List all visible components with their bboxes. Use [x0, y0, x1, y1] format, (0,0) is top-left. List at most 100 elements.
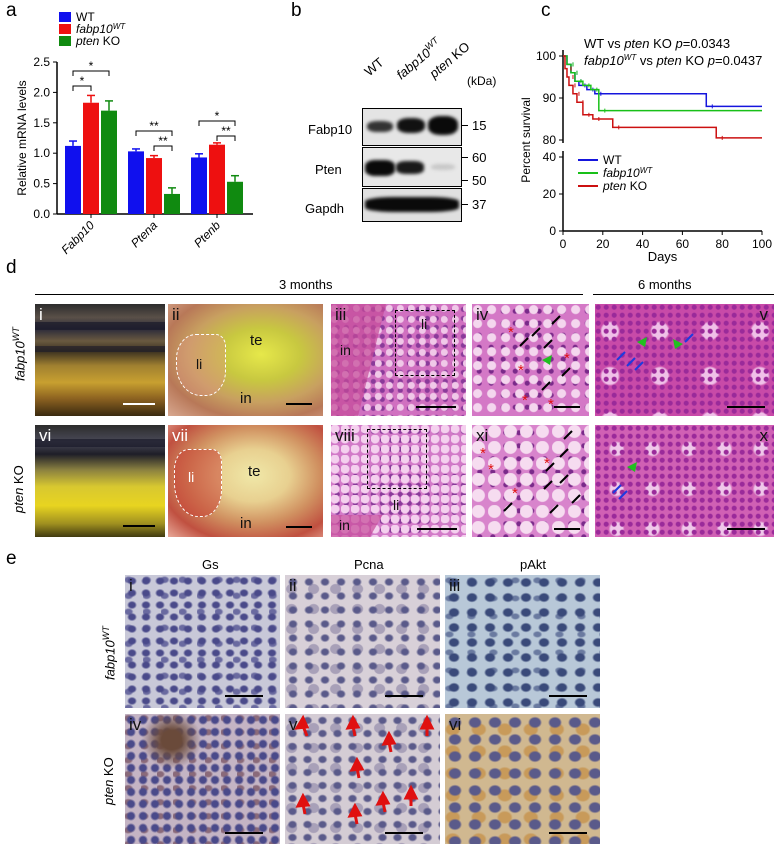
photo-fabp10-dissection: ii li te in — [168, 304, 323, 416]
y-tick-label: 0.0 — [33, 207, 50, 221]
bar — [101, 110, 117, 214]
scale-bar — [554, 406, 580, 408]
scale-bar — [416, 406, 456, 408]
scale-bar — [727, 528, 765, 530]
y-tick-label: 80 — [543, 133, 557, 147]
x-tick-label: 60 — [676, 237, 690, 251]
histology-fabp10-3m-high: iv * * * * * — [472, 304, 589, 416]
x-tick-label: 100 — [752, 237, 772, 251]
x-tick-label: 20 — [596, 237, 610, 251]
blot-strip-fabp10 — [362, 108, 462, 146]
scale-bar — [123, 525, 155, 527]
photo-pten-dissection: vii li te in — [168, 425, 323, 537]
label-6-months: 6 months — [638, 277, 692, 292]
scale-bar — [385, 695, 423, 697]
significance-mark: * — [215, 109, 220, 123]
ihc-gs-pten: iv — [125, 714, 280, 844]
histology-pten-6m: x — [595, 425, 774, 537]
row-label-fabp10-d: fabp10WT — [11, 327, 28, 381]
survival-line — [563, 55, 762, 112]
band-fabp10-fabp10 — [397, 118, 425, 133]
y-tick-label: 2.5 — [33, 55, 50, 69]
marker-37: 37 — [472, 197, 487, 212]
scale-bar — [286, 526, 312, 528]
ihc-gs-fabp10: i — [125, 575, 280, 708]
legend-label: pten KO — [75, 34, 120, 48]
arrow-markers — [503, 430, 581, 514]
row-label-pten-ko-e: pten KO — [101, 757, 116, 805]
blot-label-fabp10: Fabp10 — [308, 122, 353, 137]
ihc-pakt-fabp10: iii — [445, 575, 600, 708]
panel-label-b: b — [291, 0, 302, 21]
photo-fabp10-whole-fish: i — [35, 304, 165, 416]
x-tick-label: 0 — [560, 237, 567, 251]
legend-label: pten KO — [602, 179, 647, 193]
y-tick-label: 2.0 — [33, 85, 50, 99]
y-tick-label: 20 — [543, 187, 557, 201]
band-row-gapdh — [365, 197, 459, 212]
significance-mark: * — [89, 59, 94, 73]
row-label-fabp10-e: fabp10WT — [101, 626, 118, 680]
bar — [128, 151, 144, 214]
scale-bar — [549, 695, 587, 697]
band-wt-fabp10 — [367, 121, 393, 132]
label-3-months: 3 months — [279, 277, 333, 292]
panel-label-d: d — [6, 257, 17, 278]
significance-bracket — [153, 145, 173, 151]
legend-label: fabp10WT — [76, 22, 126, 36]
scale-bar — [286, 403, 312, 405]
significance-bracket — [198, 120, 236, 126]
bar — [83, 102, 99, 214]
survival-chart: 80 90 100 0 20 40 0 20 40 60 80 100 Days Percent surv… — [519, 36, 772, 264]
histology-pten-3m-low: viii in li — [331, 425, 466, 537]
blot-label-pten: Pten — [315, 162, 342, 177]
marker-60: 60 — [472, 150, 487, 165]
bar — [146, 158, 162, 214]
significance-mark: * — [80, 74, 85, 88]
scale-bar — [385, 832, 423, 834]
kda-label: (kDa) — [467, 74, 497, 88]
band-wt-pten — [365, 160, 395, 176]
y-tick-label: 0 — [549, 224, 556, 238]
legend-swatch — [59, 24, 71, 34]
red-arrow-markers — [294, 714, 435, 825]
y-tick-label: 1.0 — [33, 146, 50, 160]
y-axis-label: Percent survival — [519, 97, 533, 182]
significance-bracket — [72, 70, 110, 76]
panel-label-c: c — [541, 0, 551, 21]
significance-bracket — [72, 85, 92, 91]
blot-strip-gapdh — [362, 188, 462, 222]
y-axis-label: Relative mRNA levels — [15, 80, 29, 195]
ihc-pcna-pten: v — [285, 714, 440, 844]
scale-bar — [417, 528, 457, 530]
scale-bar — [727, 406, 765, 408]
x-tick-label: 80 — [716, 237, 730, 251]
legend-swatch — [59, 36, 71, 46]
column-label-pakt: pAkt — [520, 557, 547, 572]
column-label-pcna: Pcna — [354, 557, 384, 572]
scale-bar — [554, 528, 580, 530]
panel-label-e: e — [6, 548, 17, 569]
histology-pten-3m-high: xi * * * * — [472, 425, 589, 537]
bar — [191, 157, 207, 214]
bracket-3-months — [35, 294, 583, 295]
panel-label-a: a — [6, 0, 17, 21]
x-tick-label: 40 — [636, 237, 650, 251]
ihc-pakt-pten: vi — [445, 714, 600, 844]
row-label-pten-ko-d: pten KO — [11, 465, 26, 513]
legend-swatch — [59, 12, 71, 22]
column-label-gs: Gs — [202, 557, 219, 572]
significance-mark: ** — [149, 119, 159, 133]
scale-bar — [123, 403, 155, 405]
histology-fabp10-3m-low: iii in li — [331, 304, 466, 416]
significance-bracket — [135, 130, 173, 136]
y-tick-label: 90 — [543, 91, 557, 105]
x-axis-label: Days — [648, 249, 678, 264]
significance-mark: ** — [221, 124, 231, 138]
legend-label: fabp10WT — [603, 166, 653, 180]
histology-fabp10-6m: v — [595, 304, 774, 416]
ihc-pcna-fabp10: ii — [285, 575, 440, 708]
bracket-6-months — [593, 294, 774, 295]
band-fabp10-pten — [396, 161, 424, 174]
